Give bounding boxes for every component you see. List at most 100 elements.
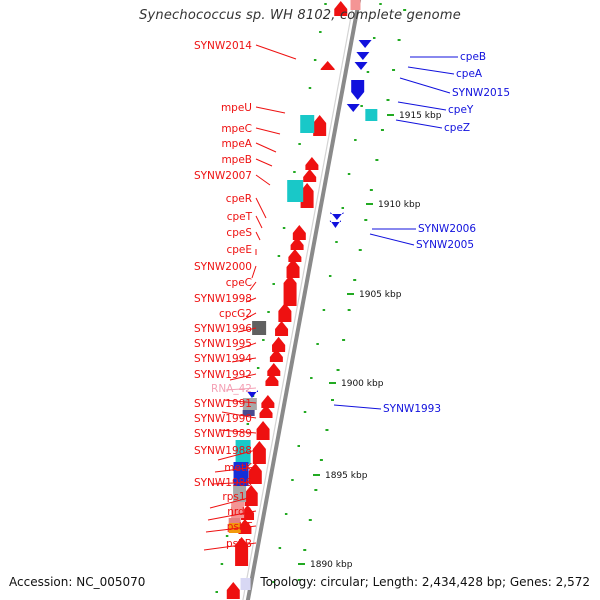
gene-label: mpeA: [221, 138, 252, 150]
gene-label: SYNW2014: [194, 40, 252, 52]
gene-label: SYNW1998: [194, 293, 252, 305]
callout-line: [223, 399, 257, 404]
gene-arrow: [290, 237, 304, 250]
gene-label: mpeC: [221, 123, 252, 135]
gene-arrow: [330, 212, 344, 220]
feature-box: [242, 410, 255, 416]
gene-arrow: [346, 104, 360, 112]
gene-arrow: [283, 275, 297, 306]
callout-line: [209, 495, 257, 509]
callout-line: [237, 327, 257, 333]
gene-arrow: [351, 80, 365, 100]
gene-label: metK: [224, 462, 253, 474]
callout-line: [255, 127, 281, 135]
gene-arrow: [256, 421, 270, 440]
gene-arrow: [334, 1, 348, 16]
feature-box: [228, 518, 241, 524]
scale-label: 1890 kbp: [310, 560, 353, 570]
callout-line: [251, 265, 257, 279]
gene-label: SYNW1992: [194, 369, 252, 381]
genome-summary-text: Topology: circular; Length: 2,434,428 bp…: [260, 575, 590, 589]
gene-label: cpcG2: [219, 308, 252, 320]
feature-box: [228, 523, 241, 533]
gene-label: mpeB: [221, 154, 252, 166]
callout-line: [255, 231, 261, 241]
feature-box: [300, 115, 315, 133]
gene-arrow: [248, 463, 262, 484]
gene-arrow: [356, 52, 370, 60]
gene-arrow: [259, 405, 273, 418]
feature-box: [233, 486, 247, 502]
gene-arrow: [313, 115, 327, 136]
callout-line: [397, 101, 447, 111]
callout-line: [369, 233, 415, 246]
gene-label: psbT: [227, 521, 253, 533]
callout-line: [242, 312, 257, 321]
genome-backbone: [242, 0, 362, 600]
feature-box: [365, 109, 378, 121]
gene-label: SYNW1988: [194, 445, 252, 457]
gene-label: SYNW2005: [416, 239, 474, 251]
scale-label: 1910 kbp: [378, 200, 421, 210]
scale-labels: 1915 kbp 1910 kbp 1905 kbp 1900 kbp 1895 kbp…: [298, 111, 442, 570]
feature-box: [235, 440, 251, 464]
gene-label: SYNW1995: [194, 338, 252, 350]
gene-arrow: [252, 441, 266, 464]
callout-line: [205, 525, 257, 533]
callout-line: [255, 174, 271, 186]
callout-line: [255, 142, 277, 153]
scale-label: 1895 kbp: [325, 471, 368, 481]
gene-arrow: [245, 390, 258, 398]
callout-line: [255, 215, 263, 229]
gene-arrow: [305, 157, 319, 170]
feature-box: [287, 180, 304, 202]
map-title: Synechococcus sp. WH 8102, complete geno…: [139, 8, 461, 23]
feature-box: [240, 578, 251, 590]
callout-line: [217, 449, 257, 461]
callout-line: [407, 66, 455, 75]
gene-arrow: [265, 373, 279, 386]
gene-arrow: [286, 259, 300, 278]
callout-line: [395, 119, 443, 129]
gene-label: SYNW1996: [194, 323, 252, 335]
gene-arrow: [269, 349, 283, 362]
gene-label: cpeA: [456, 68, 483, 80]
callout-line: [214, 466, 257, 473]
gene-label: SYNW1989: [194, 428, 252, 440]
gene-label: nrdR: [227, 506, 252, 518]
gene-arrow: [329, 220, 341, 228]
callout-line: [333, 404, 382, 410]
gene-label: SYNW1994: [194, 353, 252, 365]
callout-line: [255, 158, 273, 167]
gene-label: cpeC: [226, 277, 252, 289]
gene-label: cpeR: [226, 193, 252, 205]
feature-box: [242, 398, 257, 410]
gene-arrow: [267, 363, 281, 376]
gene-arrow: [292, 225, 306, 240]
accession-text: Accession: NC_005070: [9, 575, 146, 589]
scale-label: 1915 kbp: [399, 111, 442, 121]
gene-arrow: [300, 183, 314, 208]
callout-line: [245, 297, 257, 303]
gene-arrow: [354, 62, 368, 70]
gene-label: SYNW2015: [452, 87, 510, 99]
gene-label: SYNW2006: [418, 223, 476, 235]
callout-line: [231, 357, 257, 363]
gene-label: cpeB: [460, 51, 486, 63]
callout-line: [235, 342, 257, 351]
gene-arrow: [278, 303, 292, 322]
gene-label: cpeZ: [444, 122, 470, 134]
scale-label: 1900 kbp: [341, 379, 384, 389]
gene-label: SYNW1993: [383, 403, 441, 415]
callout-line: [229, 373, 257, 381]
callout-line: [399, 77, 451, 94]
gene-label: rps1a: [222, 491, 252, 503]
callout-line: [219, 429, 257, 434]
gene-arrow: [226, 582, 240, 599]
gene-arrow: [244, 485, 258, 506]
feature-box: [252, 321, 267, 335]
gene-callouts: cpeB cpeA SYNW2015 cpeY cpeZ SYNW2006 SYNW2005…: [194, 40, 510, 551]
gene-arrow: [261, 395, 275, 408]
gene-arrow: [272, 337, 286, 352]
